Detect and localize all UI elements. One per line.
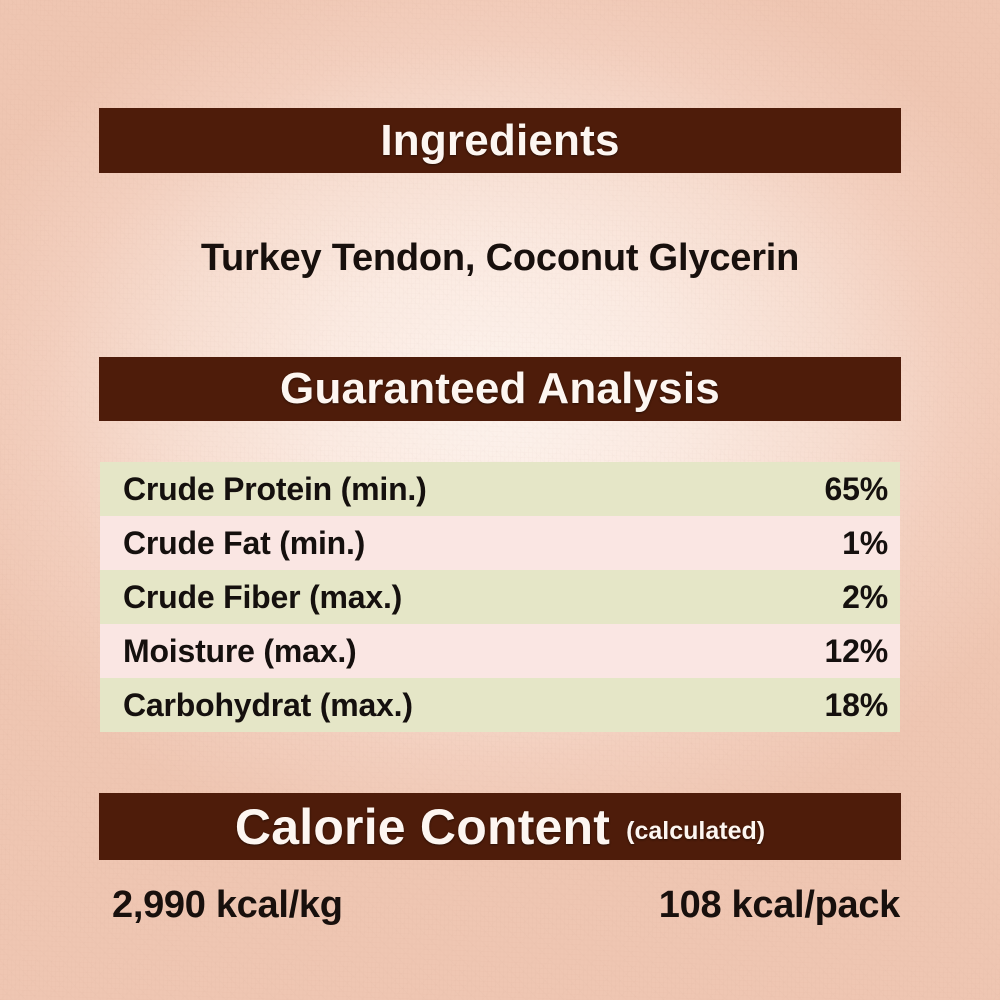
guaranteed-analysis-table: Crude Protein (min.) 65% Crude Fat (min.… — [100, 462, 900, 732]
table-row: Carbohydrat (max.) 18% — [100, 678, 900, 732]
guaranteed-analysis-section-header: Guaranteed Analysis — [99, 357, 901, 421]
nutrient-value: 2% — [842, 578, 888, 615]
nutrient-label: Crude Fiber (max.) — [123, 578, 403, 615]
nutrient-value: 12% — [824, 632, 889, 669]
table-row: Moisture (max.) 12% — [100, 624, 900, 678]
nutrient-value: 65% — [824, 470, 889, 507]
nutrient-label: Crude Protein (min.) — [123, 470, 427, 507]
ingredients-section-header: Ingredients — [99, 108, 901, 173]
guaranteed-analysis-heading-text: Guaranteed Analysis — [280, 364, 720, 413]
calorie-content-calculated-note: (calculated) — [626, 817, 766, 845]
nutrient-label: Moisture (max.) — [123, 632, 357, 669]
calorie-content-section-header: Calorie Content (calculated) — [99, 793, 901, 860]
nutrient-label: Crude Fat (min.) — [123, 524, 366, 561]
nutrient-value: 1% — [842, 524, 888, 561]
calorie-figures-row: 2,990 kcal/kg 108 kcal/pack — [112, 884, 900, 927]
calories-per-kg: 2,990 kcal/kg — [112, 884, 343, 926]
nutrient-value: 18% — [824, 686, 889, 723]
table-row: Crude Protein (min.) 65% — [100, 462, 900, 516]
table-row: Crude Fiber (max.) 2% — [100, 570, 900, 624]
ingredients-list-text: Turkey Tendon, Coconut Glycerin — [200, 237, 800, 279]
calorie-content-heading-text: Calorie Content — [234, 798, 611, 855]
table-row: Crude Fat (min.) 1% — [100, 516, 900, 570]
nutrient-label: Carbohydrat (max.) — [123, 686, 413, 723]
ingredients-heading-text: Ingredients — [380, 115, 620, 165]
calories-per-pack: 108 kcal/pack — [658, 884, 901, 926]
